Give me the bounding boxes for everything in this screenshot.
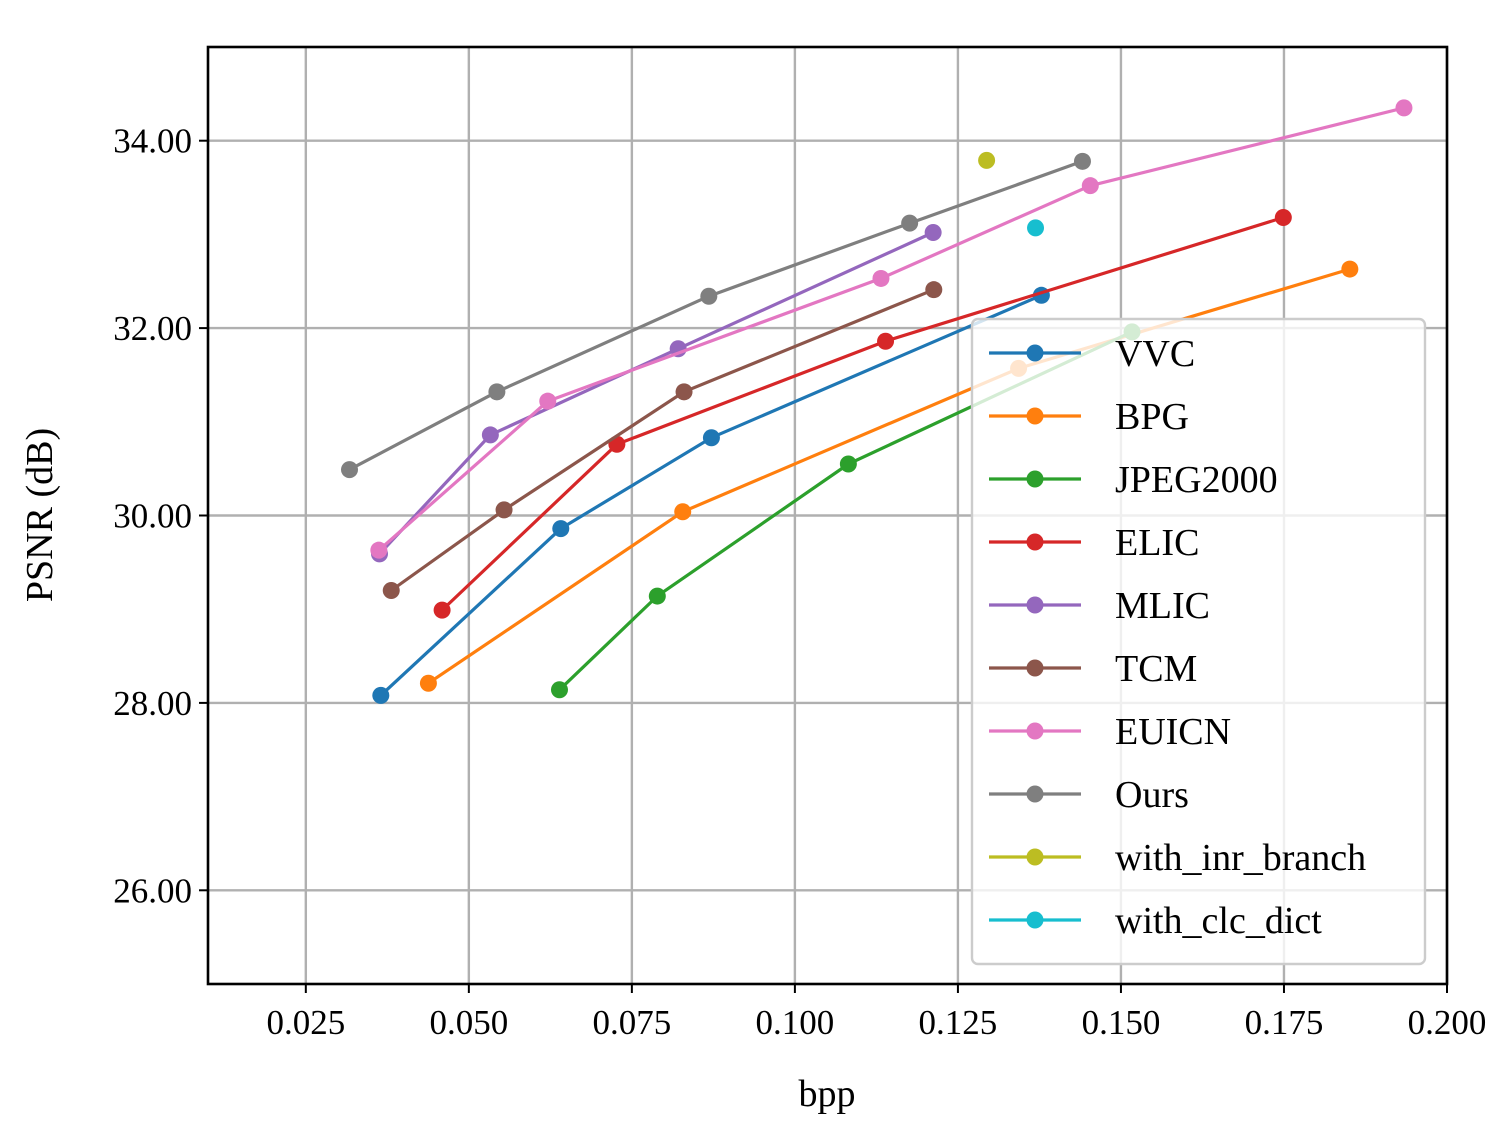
legend-label: EUICN bbox=[1115, 711, 1231, 753]
data-point-bpg bbox=[419, 674, 437, 692]
legend-box bbox=[970, 317, 1427, 966]
legend-marker bbox=[1026, 722, 1044, 740]
legend-marker bbox=[1026, 659, 1044, 677]
legend-label: Ours bbox=[1115, 774, 1189, 816]
y-tick-label: 26.00 bbox=[113, 871, 192, 910]
y-tick-label: 34.00 bbox=[113, 122, 192, 161]
legend-label: with_clc_dict bbox=[1115, 900, 1322, 942]
legend-entry-with-inr-branch: with_inr_branch bbox=[989, 837, 1366, 879]
data-point-ours bbox=[488, 383, 506, 401]
data-point-tcm bbox=[925, 281, 943, 299]
series-line-mlic bbox=[378, 231, 934, 555]
data-point-with-inr-branch bbox=[978, 151, 996, 169]
ticks-layer: 0.025 0.050 0.075 0.100 0.125 0.150 0.175 0.200… bbox=[113, 122, 1486, 1042]
legend-marker bbox=[1026, 848, 1044, 866]
legend-label: BPG bbox=[1115, 396, 1189, 438]
legend-marker bbox=[1026, 785, 1044, 803]
legend-entry-tcm: TCM bbox=[989, 648, 1197, 690]
x-tick-label: 0.075 bbox=[592, 1003, 671, 1042]
legend-entry-elic: ELIC bbox=[989, 522, 1199, 564]
data-point-ours bbox=[901, 214, 919, 232]
data-point-bpg bbox=[674, 503, 692, 521]
legend-label: TCM bbox=[1115, 648, 1197, 690]
legend-entry-ours: Ours bbox=[989, 774, 1189, 816]
legend-entry-mlic: MLIC bbox=[989, 585, 1210, 627]
series-tcm bbox=[382, 281, 943, 599]
data-point-bpg bbox=[1341, 260, 1359, 278]
legend-marker bbox=[1026, 911, 1044, 929]
series-euicn bbox=[370, 99, 1413, 559]
data-point-ours bbox=[700, 287, 718, 305]
legend-label: MLIC bbox=[1115, 585, 1210, 627]
legend-marker bbox=[1026, 470, 1044, 488]
legend-entry-bpg: BPG bbox=[989, 396, 1189, 438]
x-tick-label: 0.175 bbox=[1245, 1003, 1324, 1042]
y-axis-title: PSNR (dB) bbox=[19, 428, 61, 602]
data-point-elic bbox=[1274, 209, 1292, 227]
data-point-ours bbox=[341, 461, 359, 479]
data-point-euicn bbox=[539, 392, 557, 410]
data-point-elic bbox=[433, 601, 451, 619]
data-point-mlic bbox=[481, 426, 499, 444]
y-tick-label: 28.00 bbox=[113, 684, 192, 723]
data-point-tcm bbox=[675, 383, 693, 401]
data-point-elic bbox=[877, 332, 895, 350]
data-point-tcm bbox=[495, 501, 513, 519]
x-tick-label: 0.150 bbox=[1082, 1003, 1161, 1042]
legend-label: ELIC bbox=[1115, 522, 1199, 564]
data-point-vvc bbox=[372, 686, 390, 704]
data-point-jpeg2000 bbox=[550, 681, 568, 699]
series-vvc bbox=[372, 286, 1050, 704]
legend-entry-vvc: VVC bbox=[989, 333, 1195, 375]
legend-label: JPEG2000 bbox=[1115, 459, 1278, 501]
series-line-vvc bbox=[379, 293, 1043, 697]
y-tick-label: 30.00 bbox=[113, 497, 192, 536]
data-point-vvc bbox=[702, 429, 720, 447]
series-with-clc-dict bbox=[1027, 219, 1045, 237]
data-point-vvc bbox=[552, 520, 570, 538]
legend-marker bbox=[1026, 596, 1044, 614]
data-point-jpeg2000 bbox=[839, 455, 857, 473]
x-tick-label: 0.025 bbox=[266, 1003, 345, 1042]
legend-label: VVC bbox=[1115, 333, 1195, 375]
legend-marker bbox=[1026, 533, 1044, 551]
legend-marker bbox=[1026, 344, 1044, 362]
data-point-mlic bbox=[924, 224, 942, 242]
x-tick-label: 0.050 bbox=[429, 1003, 508, 1042]
x-tick-label: 0.125 bbox=[919, 1003, 998, 1042]
data-point-with-clc-dict bbox=[1027, 219, 1045, 237]
legend-entry-jpeg2000: JPEG2000 bbox=[989, 459, 1278, 501]
legend-entry-euicn: EUICN bbox=[989, 711, 1231, 753]
data-point-euicn bbox=[1081, 177, 1099, 195]
legend-label: with_inr_branch bbox=[1115, 837, 1366, 879]
data-point-jpeg2000 bbox=[648, 587, 666, 605]
data-point-euicn bbox=[370, 541, 388, 559]
series-line-elic bbox=[440, 215, 1284, 612]
data-point-tcm bbox=[382, 581, 400, 599]
data-point-ours bbox=[1073, 152, 1091, 170]
x-tick-label: 0.200 bbox=[1408, 1003, 1487, 1042]
data-point-euicn bbox=[1395, 99, 1413, 117]
series-line-tcm bbox=[390, 288, 935, 592]
x-axis-title: bpp bbox=[799, 1073, 856, 1115]
legend-marker bbox=[1026, 407, 1044, 425]
y-tick-label: 32.00 bbox=[113, 309, 192, 348]
series-ours bbox=[341, 152, 1091, 479]
data-point-euicn bbox=[872, 269, 890, 287]
series-mlic bbox=[371, 224, 942, 563]
x-tick-label: 0.100 bbox=[756, 1003, 835, 1042]
legend: VVC BPG JPEG2000 ELIC MLIC TCM EUICN Ours with_i… bbox=[970, 317, 1427, 966]
legend-entry-with-clc-dict: with_clc_dict bbox=[989, 900, 1322, 942]
series-with-inr-branch bbox=[978, 151, 996, 169]
